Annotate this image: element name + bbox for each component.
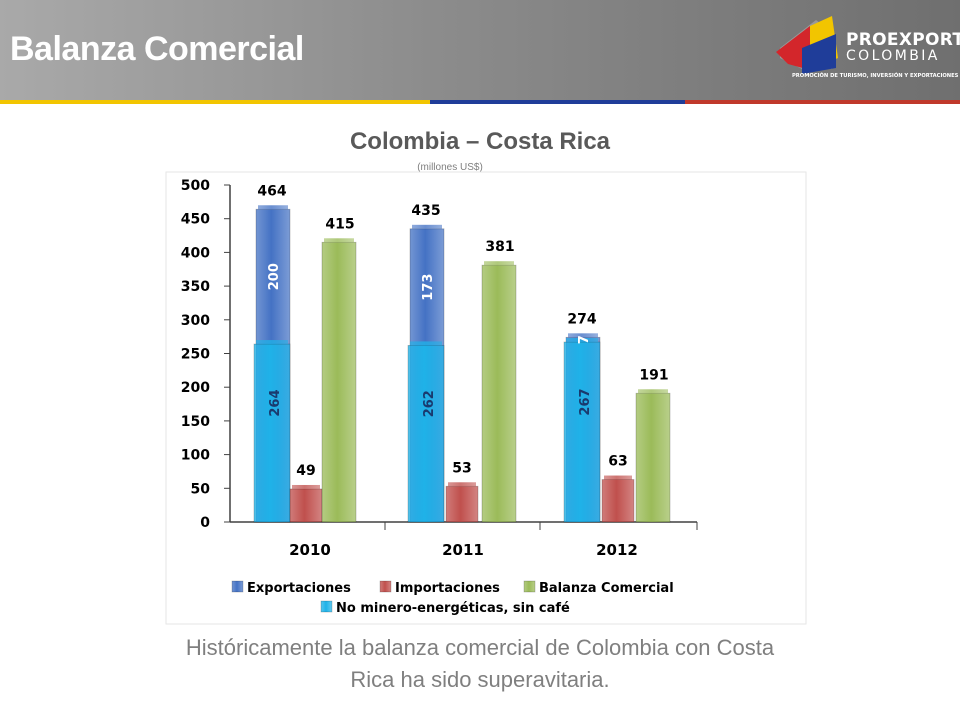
legend-label: Importaciones xyxy=(395,581,500,596)
bar-no-minero-top xyxy=(566,338,598,343)
y-tick-label: 300 xyxy=(181,313,210,329)
legend-label: Balanza Comercial xyxy=(539,581,674,596)
label-exportaciones: 464 xyxy=(257,183,286,199)
bar-no-minero xyxy=(253,343,291,523)
bar-balanza xyxy=(481,264,517,523)
caption-text: Históricamente la balanza comercial de C… xyxy=(185,635,775,692)
bar-balanza-top xyxy=(484,261,514,266)
header-bar: Balanza Comercial PROEXPORT COLOMBIA PRO… xyxy=(0,0,960,100)
bar-balanza xyxy=(635,392,671,523)
logo-name: PROEXPORT xyxy=(846,30,960,50)
label-importaciones: 49 xyxy=(296,463,315,479)
bar-importaciones-top xyxy=(292,484,320,489)
label-inner-exportaciones: 7 xyxy=(577,335,592,344)
bar-no-minero xyxy=(407,345,445,523)
label-balanza: 415 xyxy=(325,216,354,232)
bar-no-minero-top xyxy=(256,340,288,345)
label-no-minero: 267 xyxy=(578,388,593,415)
y-tick-label: 0 xyxy=(200,515,210,531)
bar-balanza-top xyxy=(638,389,668,394)
x-tick-label: 2011 xyxy=(442,541,484,559)
bar-no-minero xyxy=(563,341,601,523)
x-tick-label: 2012 xyxy=(596,541,638,559)
y-tick-label: 200 xyxy=(181,380,210,396)
bar-balanza-top xyxy=(324,238,354,243)
y-tick-label: 400 xyxy=(181,245,210,261)
bar-importaciones xyxy=(445,485,479,523)
bar-importaciones xyxy=(289,488,323,523)
chart-title: Colombia – Costa Rica xyxy=(349,128,611,155)
y-tick-label: 100 xyxy=(181,448,210,464)
stripe-yellow xyxy=(0,100,430,104)
plot-frame xyxy=(165,171,807,625)
legend-swatch xyxy=(379,580,392,593)
bar-importaciones-top xyxy=(604,475,632,480)
legend-swatch xyxy=(523,580,536,593)
y-tick-label: 150 xyxy=(181,414,210,430)
page-title: Balanza Comercial xyxy=(10,30,304,68)
bar-importaciones-top xyxy=(448,482,476,487)
label-inner-exportaciones: 200 xyxy=(267,263,282,290)
label-inner-exportaciones: 173 xyxy=(421,274,436,301)
bar-no-minero-top xyxy=(410,341,442,346)
label-importaciones: 53 xyxy=(452,460,471,476)
logo-tagline: PROMOCIÓN DE TURISMO, INVERSIÓN Y EXPORT… xyxy=(792,73,959,79)
bar-exportaciones-top xyxy=(258,205,288,210)
y-tick-label: 250 xyxy=(181,347,210,363)
label-no-minero: 262 xyxy=(422,390,437,417)
bar-importaciones xyxy=(601,479,635,523)
y-tick-label: 500 xyxy=(181,178,210,194)
label-balanza: 381 xyxy=(485,239,514,255)
label-exportaciones: 435 xyxy=(411,203,440,219)
legend-swatch xyxy=(320,600,333,613)
house-icon xyxy=(776,16,838,74)
chart-subtitle: (millones US$) xyxy=(417,162,483,173)
bar-exportaciones-top xyxy=(412,224,442,229)
stripe-red xyxy=(685,100,960,104)
legend-label: Exportaciones xyxy=(247,581,351,596)
label-balanza: 191 xyxy=(639,367,668,383)
logo-country: COLOMBIA xyxy=(846,48,940,64)
x-tick-label: 2010 xyxy=(289,541,331,559)
legend-swatch xyxy=(231,580,244,593)
legend-label: No minero-energéticas, sin café xyxy=(336,601,570,616)
bar-balanza xyxy=(321,241,357,523)
stripe-blue xyxy=(430,100,685,104)
bar-exportaciones-top xyxy=(568,333,598,338)
proexport-logo: PROEXPORT COLOMBIA PROMOCIÓN DE TURISMO,… xyxy=(774,14,960,86)
label-exportaciones: 274 xyxy=(567,311,596,327)
y-tick-label: 50 xyxy=(191,481,211,497)
y-tick-label: 450 xyxy=(181,212,210,228)
label-no-minero: 264 xyxy=(268,389,283,416)
y-tick-label: 350 xyxy=(181,279,210,295)
label-importaciones: 63 xyxy=(608,454,627,470)
